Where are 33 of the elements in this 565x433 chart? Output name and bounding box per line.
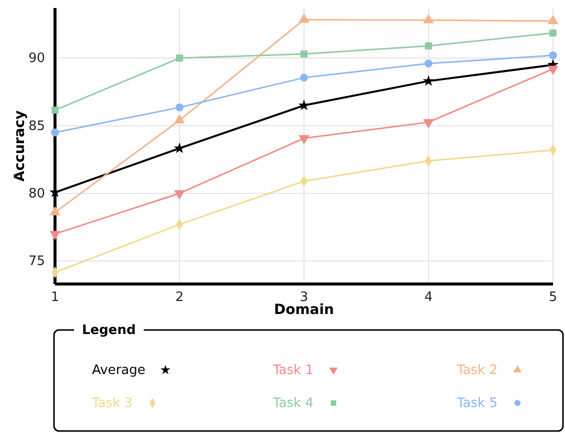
- legend-label: Task 5: [456, 396, 498, 411]
- x-tick-label: 5: [548, 290, 558, 306]
- point: [300, 50, 308, 58]
- point: [51, 106, 59, 114]
- point: [549, 51, 557, 60]
- point: [176, 103, 184, 112]
- point: [174, 114, 185, 124]
- legend-label: Task 4: [272, 396, 314, 411]
- point: [424, 42, 432, 50]
- y-tick-label: 90: [28, 51, 45, 66]
- point: [50, 206, 60, 216]
- y-tick-label: 85: [28, 118, 45, 134]
- point: [298, 13, 310, 23]
- point: [176, 54, 184, 62]
- point: [424, 59, 432, 68]
- x-tick-label: 1: [50, 290, 60, 306]
- point: [298, 99, 310, 110]
- point: [549, 29, 557, 37]
- x-tick-label: 4: [424, 290, 433, 306]
- legend-label: Task 1: [272, 363, 314, 378]
- point: [548, 14, 558, 24]
- y-tick-label: 75: [28, 254, 45, 270]
- y-axis-title: Accuracy: [12, 110, 28, 182]
- point: [422, 75, 434, 86]
- legend-title: Legend: [82, 323, 136, 338]
- legend-label: Task 3: [91, 396, 132, 411]
- legend-label: Average: [92, 363, 146, 378]
- point: [51, 128, 59, 136]
- point: [300, 74, 308, 82]
- point: [423, 14, 434, 24]
- y-tick-label: 80: [28, 186, 45, 202]
- legend-label: Task 2: [456, 363, 498, 378]
- x-tick-label: 2: [175, 290, 184, 306]
